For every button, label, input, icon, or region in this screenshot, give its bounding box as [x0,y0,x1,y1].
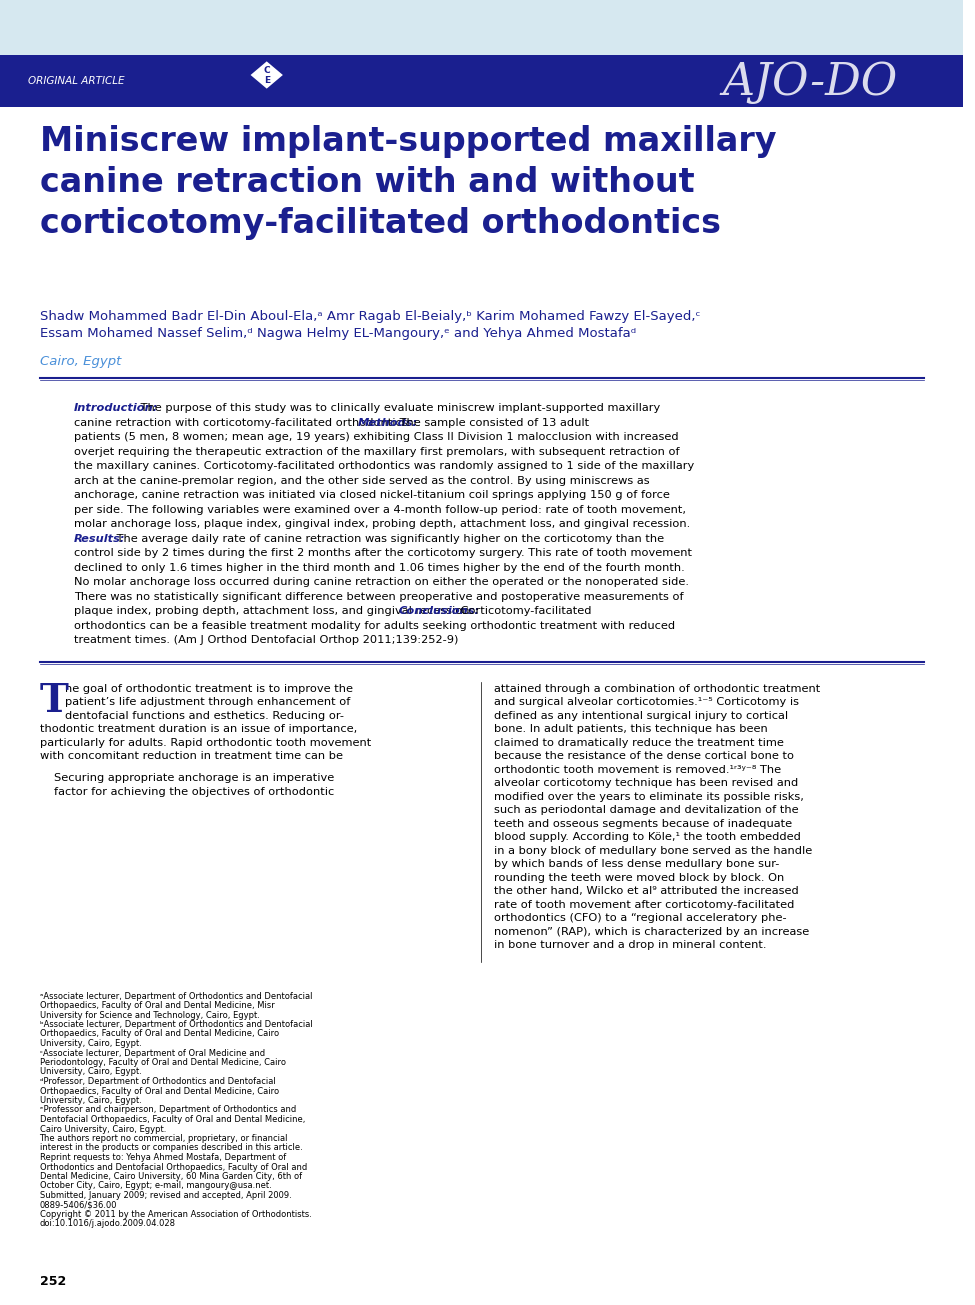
Text: claimed to dramatically reduce the treatment time: claimed to dramatically reduce the treat… [494,737,784,748]
Text: thodontic treatment duration is an issue of importance,: thodontic treatment duration is an issue… [40,724,357,733]
Text: arch at the canine-premolar region, and the other side served as the control. By: arch at the canine-premolar region, and … [74,475,649,485]
Polygon shape [249,60,285,90]
Text: ᵇAssociate lecturer, Department of Orthodontics and Dentofacial: ᵇAssociate lecturer, Department of Ortho… [40,1021,312,1030]
Text: and surgical alveolar corticotomies.¹⁻⁵ Corticotomy is: and surgical alveolar corticotomies.¹⁻⁵ … [494,697,799,707]
Text: University, Cairo, Egypt.: University, Cairo, Egypt. [40,1096,141,1105]
Text: October City, Cairo, Egypt; e-mail, mangoury@usa.net.: October City, Cairo, Egypt; e-mail, mang… [40,1181,271,1190]
Text: the other hand, Wilcko et al⁹ attributed the increased: the other hand, Wilcko et al⁹ attributed… [494,886,799,897]
FancyBboxPatch shape [0,55,963,107]
Text: Methods:: Methods: [357,418,417,428]
Text: such as periodontal damage and devitalization of the: such as periodontal damage and devitaliz… [494,805,799,816]
Text: The sample consisted of 13 adult: The sample consisted of 13 adult [396,418,589,428]
Text: Copyright © 2011 by the American Association of Orthodontists.: Copyright © 2011 by the American Associa… [40,1210,311,1219]
Text: E: E [263,76,270,85]
Text: Cairo University, Cairo, Egypt.: Cairo University, Cairo, Egypt. [40,1125,166,1134]
Text: in a bony block of medullary bone served as the handle: in a bony block of medullary bone served… [494,846,812,856]
Text: anchorage, canine retraction was initiated via closed nickel-titanium coil sprin: anchorage, canine retraction was initiat… [74,489,670,500]
Text: ᶜAssociate lecturer, Department of Oral Medicine and: ᶜAssociate lecturer, Department of Oral … [40,1048,264,1057]
Text: Periodontology, Faculty of Oral and Dental Medicine, Cairo: Periodontology, Faculty of Oral and Dent… [40,1058,286,1067]
Text: patient’s life adjustment through enhancement of: patient’s life adjustment through enhanc… [65,697,351,707]
Text: treatment times. (Am J Orthod Dentofacial Orthop 2011;139:252-9): treatment times. (Am J Orthod Dentofacia… [74,636,458,645]
Text: Submitted, January 2009; revised and accepted, April 2009.: Submitted, January 2009; revised and acc… [40,1191,292,1201]
Text: Introduction:: Introduction: [74,403,158,412]
Text: molar anchorage loss, plaque index, gingival index, probing depth, attachment lo: molar anchorage loss, plaque index, ging… [74,519,690,529]
Text: C: C [263,65,270,74]
Text: plaque index, probing depth, attachment loss, and gingival recession.: plaque index, probing depth, attachment … [74,606,477,616]
Text: defined as any intentional surgical injury to cortical: defined as any intentional surgical inju… [494,710,788,720]
Text: Dentofacial Orthopaedics, Faculty of Oral and Dental Medicine,: Dentofacial Orthopaedics, Faculty of Ora… [40,1114,305,1124]
Text: Cairo, Egypt: Cairo, Egypt [40,355,121,368]
Text: rate of tooth movement after corticotomy-facilitated: rate of tooth movement after corticotomy… [494,899,795,910]
Text: AJO-DO: AJO-DO [722,60,898,103]
Text: patients (5 men, 8 women; mean age, 19 years) exhibiting Class II Division 1 mal: patients (5 men, 8 women; mean age, 19 y… [74,432,679,442]
Text: University, Cairo, Egypt.: University, Cairo, Egypt. [40,1067,141,1077]
Text: doi:10.1016/j.ajodo.2009.04.028: doi:10.1016/j.ajodo.2009.04.028 [40,1219,175,1228]
Text: ᵃAssociate lecturer, Department of Orthodontics and Dentofacial: ᵃAssociate lecturer, Department of Ortho… [40,992,312,1001]
Text: in bone turnover and a drop in mineral content.: in bone turnover and a drop in mineral c… [494,940,766,950]
Text: he goal of orthodontic treatment is to improve the: he goal of orthodontic treatment is to i… [65,684,353,693]
Text: Orthodontics and Dentofacial Orthopaedics, Faculty of Oral and: Orthodontics and Dentofacial Orthopaedic… [40,1163,307,1172]
Text: 252: 252 [40,1275,65,1288]
Text: Orthopaedics, Faculty of Oral and Dental Medicine, Misr: Orthopaedics, Faculty of Oral and Dental… [40,1001,274,1010]
Text: with concomitant reduction in treatment time can be: with concomitant reduction in treatment … [40,750,342,761]
Text: Dental Medicine, Cairo University, 60 Mina Garden City, 6th of: Dental Medicine, Cairo University, 60 Mi… [40,1172,301,1181]
Text: 0889-5406/$36.00: 0889-5406/$36.00 [40,1201,117,1210]
Text: T: T [40,681,68,719]
Text: the maxillary canines. Corticotomy-facilitated orthodontics was randomly assigne: the maxillary canines. Corticotomy-facil… [74,461,694,471]
Text: modified over the years to eliminate its possible risks,: modified over the years to eliminate its… [494,792,803,801]
Text: Securing appropriate anchorage is an imperative
factor for achieving the objecti: Securing appropriate anchorage is an imp… [55,773,334,796]
Text: rounding the teeth were moved block by block. On: rounding the teeth were moved block by b… [494,873,784,882]
Text: University for Science and Technology, Cairo, Egypt.: University for Science and Technology, C… [40,1010,259,1019]
Text: per side. The following variables were examined over a 4-month follow-up period:: per side. The following variables were e… [74,505,686,514]
Text: There was no statistically significant difference between preoperative and posto: There was no statistically significant d… [74,591,683,602]
Text: dentofacial functions and esthetics. Reducing or-: dentofacial functions and esthetics. Red… [65,710,344,720]
Text: canine retraction with corticotomy-facilitated orthodontics.: canine retraction with corticotomy-facil… [74,418,415,428]
Text: by which bands of less dense medullary bone sur-: by which bands of less dense medullary b… [494,859,779,869]
Text: orthodontics can be a feasible treatment modality for adults seeking orthodontic: orthodontics can be a feasible treatment… [74,620,676,630]
Text: Results:: Results: [74,534,126,543]
Text: Miniscrew implant-supported maxillary
canine retraction with and without
cortico: Miniscrew implant-supported maxillary ca… [40,125,776,240]
Text: teeth and osseous segments because of inadequate: teeth and osseous segments because of in… [494,818,792,829]
Text: Reprint requests to: Yehya Ahmed Mostafa, Department of: Reprint requests to: Yehya Ahmed Mostafa… [40,1154,286,1161]
Text: alveolar corticotomy technique has been revised and: alveolar corticotomy technique has been … [494,778,799,788]
Text: ᵉProfessor and chairperson, Department of Orthodontics and: ᵉProfessor and chairperson, Department o… [40,1105,295,1114]
Text: orthodontic tooth movement is removed.¹ʳ³ʸ⁻⁸ The: orthodontic tooth movement is removed.¹ʳ… [494,765,781,774]
Text: particularly for adults. Rapid orthodontic tooth movement: particularly for adults. Rapid orthodont… [40,737,371,748]
Text: control side by 2 times during the first 2 months after the corticotomy surgery.: control side by 2 times during the first… [74,548,692,559]
Text: ᵈProfessor, Department of Orthodontics and Dentofacial: ᵈProfessor, Department of Orthodontics a… [40,1077,275,1086]
Text: No molar anchorage loss occurred during canine retraction on either the operated: No molar anchorage loss occurred during … [74,577,689,587]
FancyBboxPatch shape [0,0,963,65]
Text: bone. In adult patients, this technique has been: bone. In adult patients, this technique … [494,724,767,733]
Text: because the resistance of the dense cortical bone to: because the resistance of the dense cort… [494,750,794,761]
Text: blood supply. According to Köle,¹ the tooth embedded: blood supply. According to Köle,¹ the to… [494,833,800,842]
Text: ORIGINAL ARTICLE: ORIGINAL ARTICLE [27,76,124,86]
Text: The purpose of this study was to clinically evaluate miniscrew implant-supported: The purpose of this study was to clinica… [137,403,660,412]
Text: Corticotomy-facilitated: Corticotomy-facilitated [457,606,592,616]
Text: overjet requiring the therapeutic extraction of the maxillary first premolars, w: overjet requiring the therapeutic extrac… [74,446,680,457]
Text: Orthopaedics, Faculty of Oral and Dental Medicine, Cairo: Orthopaedics, Faculty of Oral and Dental… [40,1030,279,1039]
Text: The authors report no commercial, proprietary, or financial: The authors report no commercial, propri… [40,1134,288,1143]
Text: Conclusions:: Conclusions: [399,606,480,616]
Text: nomenon” (RAP), which is characterized by an increase: nomenon” (RAP), which is characterized b… [494,927,809,937]
Text: Orthopaedics, Faculty of Oral and Dental Medicine, Cairo: Orthopaedics, Faculty of Oral and Dental… [40,1087,279,1095]
Text: University, Cairo, Egypt.: University, Cairo, Egypt. [40,1039,141,1048]
Text: Shadw Mohammed Badr El-Din Aboul-Ela,ᵃ Amr Ragab El-Beialy,ᵇ Karim Mohamed Fawzy: Shadw Mohammed Badr El-Din Aboul-Ela,ᵃ A… [40,311,700,341]
Text: orthodontics (CFO) to a “regional acceleratory phe-: orthodontics (CFO) to a “regional accele… [494,913,787,923]
Text: attained through a combination of orthodontic treatment: attained through a combination of orthod… [494,684,820,693]
Text: The average daily rate of canine retraction was significantly higher on the cort: The average daily rate of canine retract… [113,534,664,543]
Text: declined to only 1.6 times higher in the third month and 1.06 times higher by th: declined to only 1.6 times higher in the… [74,562,684,573]
Text: interest in the products or companies described in this article.: interest in the products or companies de… [40,1143,302,1152]
